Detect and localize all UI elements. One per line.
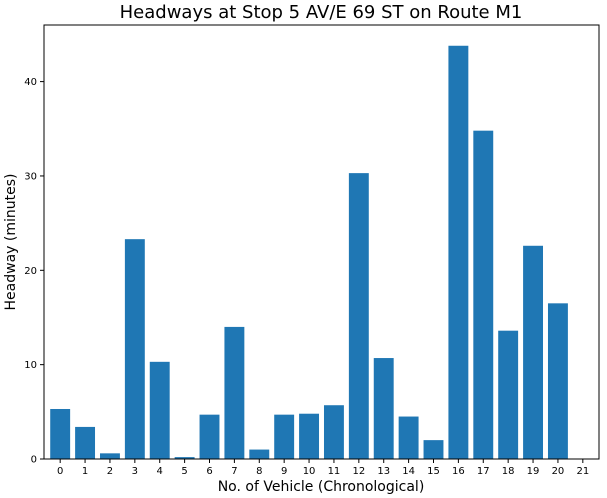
bar-18 [498, 330, 519, 459]
x-tick-label: 9 [281, 466, 287, 477]
x-tick-label: 12 [352, 466, 365, 477]
bar-7 [224, 326, 245, 459]
bar-12 [348, 173, 369, 459]
bar-6 [199, 414, 220, 459]
x-tick-label: 17 [477, 466, 490, 477]
x-tick-label: 5 [181, 466, 187, 477]
bar-2 [99, 453, 120, 459]
x-axis-ticks: 0 1 2 3 4 5 6 7 8 9 10 11 12 13 14 15 16 17 18 19 20 21 [57, 459, 589, 477]
bar-11 [323, 405, 344, 459]
bar-0 [50, 408, 71, 459]
x-tick-label: 19 [527, 466, 540, 477]
bar-4 [149, 361, 170, 459]
bar-15 [423, 440, 444, 459]
bar-19 [523, 245, 544, 459]
x-axis-label: No. of Vehicle (Chronological) [218, 479, 425, 495]
x-tick-label: 15 [427, 466, 440, 477]
x-tick-label: 3 [132, 466, 138, 477]
x-tick-label: 2 [107, 466, 113, 477]
bar-13 [373, 358, 394, 459]
x-tick-label: 4 [157, 466, 163, 477]
y-tick-label: 30 [24, 171, 37, 182]
x-tick-label: 16 [452, 466, 465, 477]
y-tick-label: 20 [24, 266, 37, 277]
bar-10 [299, 413, 320, 459]
x-tick-label: 21 [576, 466, 589, 477]
bar-9 [274, 414, 295, 459]
y-tick-label: 0 [31, 455, 37, 466]
bar-16 [448, 45, 469, 459]
plot-frame [43, 24, 600, 460]
x-tick-label: 10 [303, 466, 316, 477]
bar-14 [398, 416, 419, 459]
x-tick-label: 8 [256, 466, 262, 477]
x-tick-label: 7 [231, 466, 237, 477]
x-tick-label: 14 [402, 466, 415, 477]
bar-8 [249, 449, 270, 459]
y-tick-label: 40 [24, 77, 37, 88]
bar-3 [124, 239, 145, 459]
chart-title: Headways at Stop 5 AV/E 69 ST on Route M… [120, 2, 523, 23]
y-axis-label: Headway (minutes) [3, 174, 19, 311]
x-tick-label: 18 [502, 466, 515, 477]
x-tick-label: 0 [57, 466, 63, 477]
bar-1 [75, 426, 96, 459]
bar-5 [174, 457, 195, 459]
x-tick-label: 20 [552, 466, 565, 477]
y-axis-ticks: 0 10 20 30 40 [24, 77, 44, 466]
bar-17 [473, 130, 494, 460]
x-tick-label: 6 [206, 466, 212, 477]
x-tick-label: 13 [377, 466, 390, 477]
y-tick-label: 10 [24, 360, 37, 371]
x-tick-label: 1 [82, 466, 88, 477]
bars-group [50, 45, 568, 460]
bar-20 [547, 303, 568, 459]
x-tick-label: 11 [328, 466, 341, 477]
